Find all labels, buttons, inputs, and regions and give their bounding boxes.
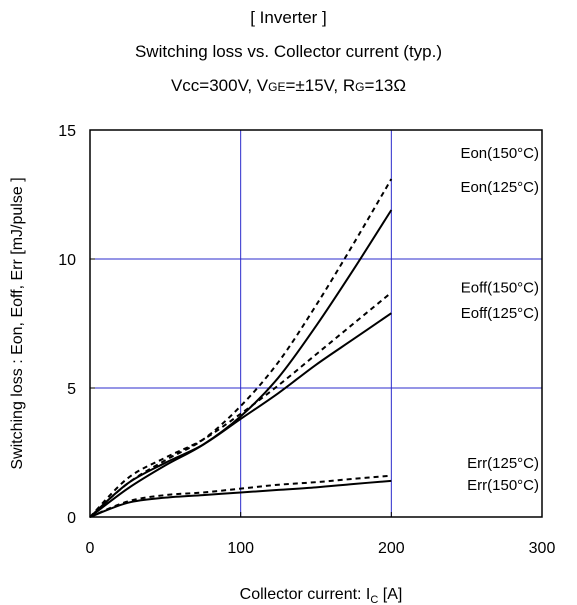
series-line-err-150-c- (89, 479, 392, 518)
series-layer (89, 178, 393, 518)
x-axis-label-prefix: Collector current: I (240, 586, 371, 603)
series-line-eoff-125-c- (89, 312, 392, 518)
x-tick-label: 300 (529, 540, 556, 557)
title-vge-sub: GE (268, 80, 286, 94)
series-label: Err(125°C) (467, 455, 539, 472)
series-label: Eon(150°C) (460, 145, 539, 162)
title-rg-value: =13Ω (364, 76, 407, 95)
title-vge-prefix: V (256, 76, 269, 95)
x-axis-label: Collector current: IC [A] (240, 586, 403, 605)
chart-title-line3: Vcc=300V, VGE=±15V, RG=13Ω (0, 76, 577, 96)
y-tick-label: 15 (58, 123, 76, 140)
series-line-eon-125-c- (89, 209, 393, 518)
series-line-err-125-c- (89, 474, 392, 518)
tick-layer: 0 100 200 300 0 5 10 15 (58, 123, 555, 557)
y-axis-label: Switching loss : Eon, Eoff, Err [mJ/puls… (9, 177, 26, 469)
y-tick-label: 10 (58, 252, 76, 269)
series-label: Eoff(150°C) (461, 279, 539, 296)
y-tick-label: 0 (67, 510, 76, 527)
title-rg-sub: G (355, 80, 365, 94)
y-tick-label: 5 (67, 381, 76, 398)
x-tick-label: 200 (378, 540, 405, 557)
chart-title-line2: Switching loss vs. Collector current (ty… (134, 42, 443, 61)
series-label: Eon(125°C) (460, 179, 539, 196)
series-label: Err(150°C) (467, 477, 539, 494)
title-vcc: Vcc=300V, (170, 76, 257, 95)
x-axis-label-suffix: [A] (378, 586, 402, 603)
title-vge-value: =±15V, (285, 76, 343, 95)
series-line-eoff-150-c- (89, 291, 392, 518)
x-axis-label-sub: C (370, 594, 378, 605)
series-label: Eoff(125°C) (461, 305, 539, 322)
grid-layer (90, 130, 542, 517)
x-tick-label: 100 (227, 540, 254, 557)
x-tick-label: 0 (86, 540, 95, 557)
plot-frame (89, 129, 543, 518)
chart-title-line1: [ Inverter ] (250, 8, 327, 27)
label-layer: Eon(150°C) Eon(125°C) Eoff(150°C) Eoff(125°… (460, 145, 539, 494)
title-rg-prefix: R (342, 76, 356, 95)
